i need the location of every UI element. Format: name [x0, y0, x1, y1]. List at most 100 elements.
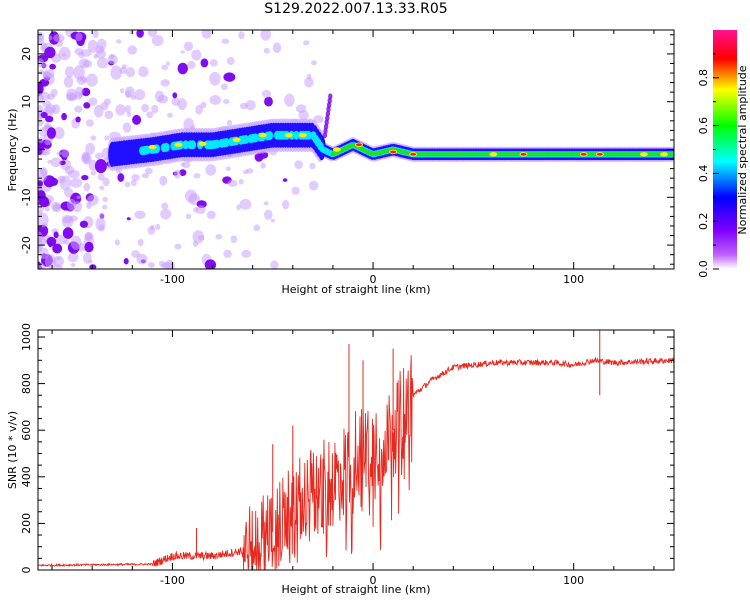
noise-blob: [56, 151, 62, 156]
ridge-cyan: [182, 140, 189, 150]
y-tick-label: 400: [20, 466, 33, 487]
noise-blob: [115, 104, 126, 116]
noise-blob: [141, 103, 150, 113]
noise-blob: [209, 71, 221, 86]
noise-blob: [92, 30, 99, 38]
noise-blob: [137, 239, 144, 247]
noise-blob: [146, 111, 154, 119]
noise-blob: [130, 179, 137, 187]
noise-blob: [96, 38, 107, 51]
x-tick-label: 0: [370, 574, 377, 587]
noise-blob: [63, 76, 74, 88]
noise-blob: [87, 194, 99, 206]
noise-blob: [243, 169, 249, 175]
noise-blob: [241, 249, 251, 258]
noise-blob: [41, 148, 51, 156]
noise-blob: [48, 35, 53, 41]
ridge-cyan: [305, 130, 312, 140]
noise-blob: [126, 111, 132, 117]
noise-blob: [52, 264, 63, 269]
hot-spot-core: [596, 153, 603, 156]
noise-blob: [81, 174, 89, 181]
hot-spot: [258, 133, 267, 138]
colorbar-tick-label: 0.2: [697, 212, 710, 230]
noise-blob: [74, 91, 83, 100]
noise-blob: [38, 127, 49, 137]
noise-blob: [104, 135, 110, 141]
noise-blob: [141, 173, 149, 179]
noise-blob: [67, 198, 77, 211]
noise-blob: [220, 83, 228, 91]
hot-spot-core: [356, 143, 362, 146]
noise-blob: [160, 208, 172, 220]
snr-y-axis-label: SNR (10 * v/v): [6, 411, 19, 489]
noise-blob: [131, 174, 140, 182]
hot-spot: [174, 142, 183, 147]
noise-blob: [223, 249, 232, 258]
hot-spot-core: [520, 153, 527, 156]
noise-blob: [100, 101, 109, 111]
noise-blob: [38, 118, 44, 127]
noise-blob: [147, 262, 155, 268]
noise-blob: [188, 193, 200, 206]
y-tick-label: 200: [20, 513, 33, 534]
y-tick-label: 600: [20, 420, 33, 441]
hot-spot-core: [390, 150, 397, 154]
chart-title: S129.2022.007.13.33.R05: [264, 1, 448, 17]
noise-blob: [45, 104, 56, 114]
noise-blob: [204, 259, 217, 269]
noise-blob: [282, 178, 288, 182]
noise-blob: [151, 35, 164, 46]
noise-blob: [52, 243, 63, 254]
ridge-green: [669, 152, 674, 157]
noise-blob: [38, 38, 43, 43]
noise-blob: [38, 32, 44, 40]
noise-blob: [79, 220, 88, 228]
noise-blob: [64, 66, 75, 78]
noise-blob: [180, 50, 185, 54]
noise-blob: [84, 241, 94, 253]
snr-series-line: [38, 355, 674, 570]
noise-blob: [88, 97, 98, 106]
noise-blob: [61, 112, 67, 121]
noise-blob: [49, 63, 56, 70]
noise-blob: [260, 30, 271, 41]
x-tick-label: 0: [370, 273, 377, 286]
noise-blob: [95, 152, 103, 160]
noise-blob: [282, 199, 290, 210]
noise-blob: [44, 139, 52, 146]
hot-spot: [639, 152, 648, 157]
noise-blob: [183, 41, 193, 52]
noise-blob: [147, 30, 158, 37]
noise-blob: [238, 178, 244, 185]
y-tick-label: 800: [20, 373, 33, 394]
noise-blob: [151, 104, 159, 114]
noise-blob: [226, 57, 235, 65]
noise-blob: [119, 66, 128, 75]
noise-blob: [157, 94, 169, 104]
noise-blob: [126, 217, 131, 221]
noise-blob: [120, 88, 125, 94]
noise-blob: [50, 157, 62, 168]
noise-blob: [261, 90, 272, 98]
noise-blob: [53, 126, 65, 140]
noise-blob: [309, 162, 316, 170]
noise-blob: [185, 213, 192, 220]
noise-blob: [87, 39, 98, 53]
noise-blob: [63, 239, 70, 245]
noise-blob: [81, 153, 91, 164]
noise-blob: [177, 98, 187, 111]
ridge-cyan: [223, 138, 230, 147]
noise-blob: [165, 61, 170, 66]
noise-blob: [109, 54, 115, 59]
noise-blob: [125, 67, 136, 78]
noise-blob: [117, 173, 125, 182]
noise-blob: [270, 218, 276, 223]
hot-spot: [298, 133, 307, 138]
noise-blob: [272, 42, 282, 53]
noise-blob: [82, 60, 93, 68]
noise-blob: [95, 217, 106, 231]
noise-blob: [86, 73, 98, 87]
noise-blob: [124, 181, 131, 188]
noise-blob: [49, 177, 59, 186]
